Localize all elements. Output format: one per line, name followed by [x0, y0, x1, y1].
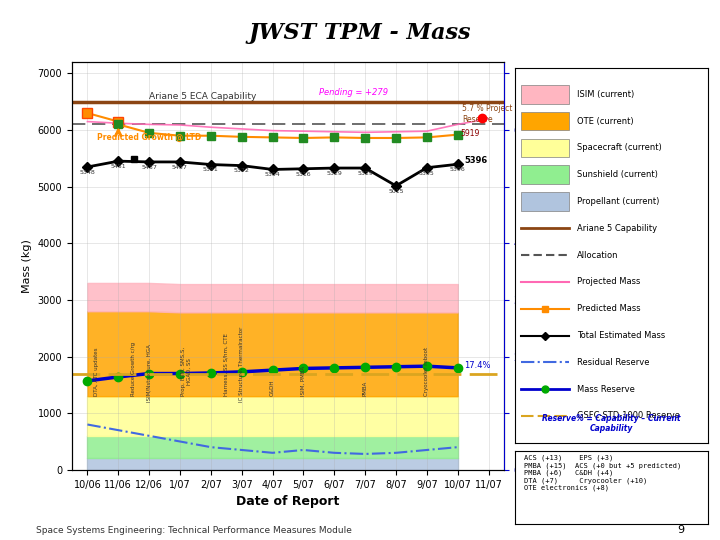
Text: Ariane 5 ECA Capability: Ariane 5 ECA Capability: [149, 92, 256, 100]
FancyBboxPatch shape: [521, 165, 569, 184]
Text: Reduce Growth c/rg: Reduce Growth c/rg: [131, 342, 136, 396]
Text: Cryocooler reboot: Cryocooler reboot: [424, 347, 429, 396]
Text: 5391: 5391: [203, 167, 219, 172]
Text: ISIM, PMBA: ISIM, PMBA: [301, 366, 306, 396]
FancyBboxPatch shape: [521, 85, 569, 104]
Text: Predicted Mass: Predicted Mass: [577, 304, 640, 313]
Text: Sunshield (current): Sunshield (current): [577, 170, 657, 179]
Text: DTA, ATC updates: DTA, ATC updates: [94, 348, 99, 396]
Text: Spacecraft (current): Spacecraft (current): [577, 144, 661, 152]
Text: C&DH: C&DH: [270, 380, 275, 396]
Text: 5396: 5396: [450, 167, 466, 172]
Text: 5437: 5437: [141, 165, 157, 170]
Text: Space Systems Engineering: Technical Performance Measures Module: Space Systems Engineering: Technical Per…: [36, 525, 352, 535]
Text: 9: 9: [677, 524, 684, 535]
Text: 5348: 5348: [79, 170, 95, 175]
Text: Projected Mass: Projected Mass: [577, 278, 640, 286]
Text: Prop, ISIM, SMS,S,
HGAD, SS: Prop, ISIM, SMS,S, HGAD, SS: [181, 347, 192, 396]
Text: 5304: 5304: [265, 172, 281, 177]
Text: OTE (current): OTE (current): [577, 117, 633, 126]
Text: Residual Reserve: Residual Reserve: [577, 358, 649, 367]
Y-axis label: Total Mass Reserve (%): Total Mass Reserve (%): [542, 210, 552, 322]
Text: Ariane 5 Capability: Ariane 5 Capability: [577, 224, 657, 233]
Text: Propellant (current): Propellant (current): [577, 197, 659, 206]
Text: Allocation: Allocation: [577, 251, 618, 260]
FancyBboxPatch shape: [521, 112, 569, 131]
Text: 5329: 5329: [357, 171, 373, 176]
Text: Mass Reserve: Mass Reserve: [577, 384, 634, 394]
Text: 5437: 5437: [172, 165, 188, 170]
Text: 5335: 5335: [419, 171, 435, 176]
Text: ACS (+13)    EPS (+3)
PMBA (+15)  ACS (+0 but +5 predicted)
PMBA (+6)   C&DH (+4: ACS (+13) EPS (+3) PMBA (+15) ACS (+0 bu…: [524, 455, 682, 491]
Text: Predicted Growth @ LTD: Predicted Growth @ LTD: [96, 133, 201, 142]
Text: 5396: 5396: [464, 156, 487, 165]
Text: 5372: 5372: [234, 168, 250, 173]
FancyBboxPatch shape: [521, 192, 569, 211]
Y-axis label: Mass (kg): Mass (kg): [22, 239, 32, 293]
Text: 5.7 % Project
Reserve: 5.7 % Project Reserve: [462, 105, 513, 124]
Text: Pending = +279: Pending = +279: [319, 88, 388, 97]
Text: ISIM (current): ISIM (current): [577, 90, 634, 99]
Text: IC Structure, Thermalractor: IC Structure, Thermalractor: [239, 327, 244, 402]
Text: Total Estimated Mass: Total Estimated Mass: [577, 331, 665, 340]
X-axis label: Date of Report: Date of Report: [236, 495, 340, 508]
Text: 5451: 5451: [110, 164, 126, 169]
Text: PMBA: PMBA: [363, 381, 368, 396]
Text: Harness, SS S/hm, CTE: Harness, SS S/hm, CTE: [224, 333, 229, 396]
Text: 17.4%: 17.4%: [464, 361, 490, 370]
Text: Reserve% = Capability – Current
Capability: Reserve% = Capability – Current Capabili…: [542, 414, 680, 434]
Text: 5329: 5329: [326, 171, 342, 176]
Text: JWST TPM - Mass: JWST TPM - Mass: [248, 22, 472, 44]
Text: 5919: 5919: [461, 130, 480, 138]
Text: ISIM/Nstructure, HGA: ISIM/Nstructure, HGA: [147, 344, 152, 402]
Text: 5015: 5015: [388, 188, 404, 194]
Text: 5316: 5316: [296, 172, 311, 177]
Text: GSFC-STD-1000 Reserve: GSFC-STD-1000 Reserve: [577, 411, 680, 421]
FancyBboxPatch shape: [521, 139, 569, 157]
